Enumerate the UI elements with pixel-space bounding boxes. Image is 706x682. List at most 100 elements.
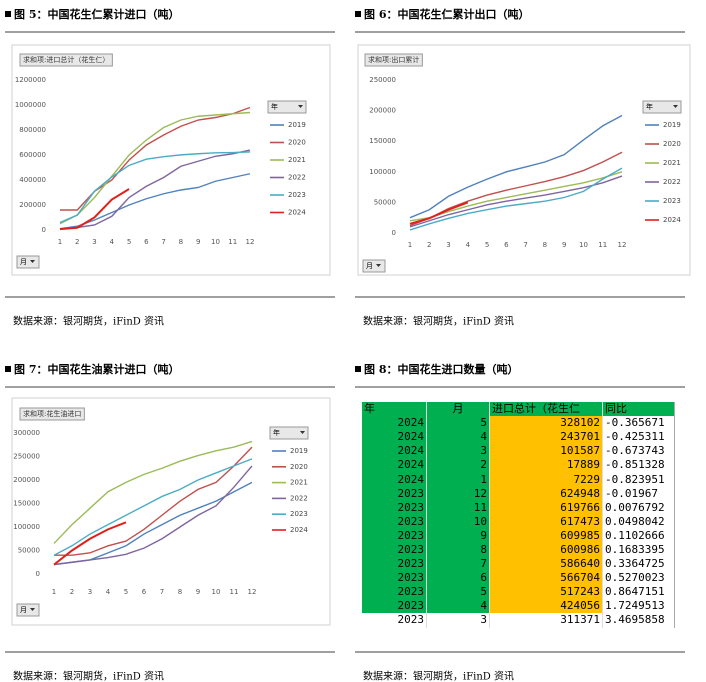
table-row: 2023 12 624948 -0.01967 <box>362 486 675 501</box>
table-row: 2024 4 243701 -0.425311 <box>362 430 675 445</box>
legend-title: 年 <box>273 428 280 437</box>
table-cell: 2023 <box>362 585 427 600</box>
x-tick-label: 6 <box>504 241 509 249</box>
table-cell: 2024 <box>362 430 427 445</box>
table-cell: 586640 <box>489 557 603 572</box>
x-tick-label: 3 <box>88 588 92 596</box>
series-line <box>53 440 253 544</box>
table-cell: 3 <box>426 613 490 628</box>
legend-label: 2020 <box>663 140 681 148</box>
series-line <box>59 188 130 231</box>
x-field-button <box>362 259 386 273</box>
series-line <box>59 151 251 224</box>
y-tick-label: 50000 <box>374 198 396 206</box>
source: 数据来源：银河期货，iFinD 资讯 <box>13 670 164 682</box>
table-cell: 2024 <box>362 416 427 431</box>
legend-field-button <box>642 100 682 114</box>
x-tick-label: 8 <box>543 241 547 249</box>
x-tick-label: 1 <box>58 238 62 246</box>
table-cell: -0.425311 <box>602 430 675 445</box>
series-line <box>59 173 251 230</box>
y-tick-label: 0 <box>36 570 40 578</box>
y-tick-label: 200000 <box>19 201 46 209</box>
y-tick-label: 250000 <box>13 453 40 461</box>
x-tick-label: 7 <box>160 588 164 596</box>
table-row: 2024 1 7229 -0.823951 <box>362 472 675 487</box>
x-tick-label: 3 <box>446 241 450 249</box>
table-cell: 同比 <box>602 402 675 417</box>
dropdown <box>298 105 303 108</box>
x-tick-label: 10 <box>212 588 221 596</box>
table-cell: 9 <box>426 528 490 543</box>
table-cell: 3.4695858 <box>602 613 675 628</box>
table-cell: 12 <box>426 486 490 501</box>
dropdown <box>30 260 35 263</box>
table-cell: 2023 <box>362 599 427 614</box>
source: 数据来源：银河期货，iFinD 资讯 <box>363 670 514 682</box>
x-tick-label: 4 <box>110 238 115 246</box>
x-tick-label: 8 <box>179 238 183 246</box>
x-tick-label: 11 <box>598 241 607 249</box>
table-cell: 5 <box>426 416 490 431</box>
table-cell: 328102 <box>489 416 603 431</box>
legend-field-button <box>269 426 309 440</box>
series-line <box>53 458 253 556</box>
caption: 图 7：中国花生油累计进口（吨） <box>14 362 179 376</box>
pivot-button: 求和项:进口总计（花生仁） <box>23 55 109 64</box>
series-line <box>53 465 253 566</box>
chart-frame <box>357 44 691 276</box>
legend-label: 2022 <box>663 178 681 186</box>
dropdown <box>376 264 381 267</box>
bullet <box>5 11 11 17</box>
series-line <box>54 446 253 556</box>
table-cell: 2023 <box>362 528 427 543</box>
x-tick-label: 9 <box>196 238 200 246</box>
series-line <box>53 521 127 566</box>
x-tick-label: 1 <box>52 588 56 596</box>
table-cell: 10 <box>426 514 490 529</box>
legend-label: 2019 <box>288 121 306 129</box>
y-tick-label: 0 <box>42 226 46 234</box>
y-tick-label: 300000 <box>13 429 40 437</box>
table-cell: 0.5270023 <box>602 571 675 586</box>
legend-label: 2019 <box>290 447 308 455</box>
table-cell: 7229 <box>489 472 603 487</box>
table-row: 2023 3 311371 3.4695858 <box>362 613 675 628</box>
legend-label: 2023 <box>663 197 681 205</box>
y-tick-label: 1000000 <box>15 101 46 109</box>
table-cell: 2023 <box>362 514 427 529</box>
table-cell: 2023 <box>362 542 427 558</box>
table-cell: 0.8647151 <box>602 585 675 600</box>
data-table: 年月进口总计（花生仁 同比 2024 5 328102 -0.365671 2024 4 243… <box>362 402 675 628</box>
table-cell: -0.673743 <box>602 444 675 459</box>
table-cell: 2023 <box>362 571 427 586</box>
table-cell: 101587 <box>489 444 603 459</box>
table-cell: 0.3364725 <box>602 557 675 572</box>
pivot-button-bg <box>19 407 85 421</box>
y-tick-label: 1200000 <box>15 76 46 84</box>
x-tick-label: 7 <box>161 238 165 246</box>
table-cell: 11 <box>426 500 490 515</box>
legend-label: 2019 <box>663 121 681 129</box>
y-tick-label: 400000 <box>19 176 46 184</box>
table-cell: 4 <box>426 430 490 445</box>
caption: 图 5：中国花生仁累计进口（吨） <box>14 7 179 21</box>
x-tick-label: 12 <box>248 588 257 596</box>
table-cell: 0.1683395 <box>602 542 675 558</box>
legend-label: 2022 <box>288 174 306 182</box>
x-tick-label: 4 <box>466 241 471 249</box>
table-cell: 0.1102666 <box>602 528 675 543</box>
y-tick-label: 600000 <box>19 151 46 159</box>
table-cell: 1 <box>426 472 490 487</box>
table-cell: 609985 <box>489 528 603 543</box>
table-cell: 619766 <box>489 500 603 515</box>
dropdown <box>300 431 305 434</box>
series-line <box>59 111 251 225</box>
series-line <box>59 149 251 230</box>
table-row: 2023 6 566704 0.5270023 <box>362 571 675 586</box>
table-cell: 2024 <box>362 458 427 473</box>
x-tick-label: 6 <box>142 588 147 596</box>
bullet <box>355 366 361 372</box>
caption: 图 8：中国花生进口数量（吨） <box>364 362 518 376</box>
